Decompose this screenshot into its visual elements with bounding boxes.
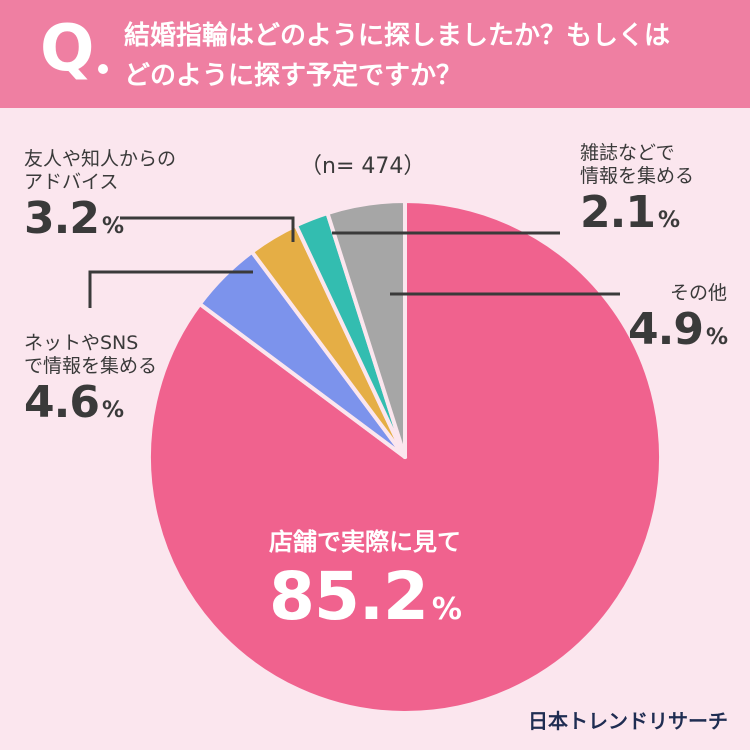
label-other-name: その他 <box>669 282 727 304</box>
label-store: 店舗で実際に見て 85.2% <box>230 522 500 650</box>
percent-sign: % <box>101 398 124 423</box>
label-store-value: 85.2% <box>230 557 500 650</box>
sample-size: （n= 474） <box>300 154 426 179</box>
leader-line-friends <box>120 216 295 242</box>
question-header: Q 結婚指輪はどのように探しましたか？もしくは どのように探す予定ですか？ <box>0 0 750 108</box>
label-magazine: 雑誌などで 情報を集める 2.1% <box>580 142 694 246</box>
q-mark: Q <box>40 12 94 86</box>
label-friends-name-2: アドバイス <box>24 171 119 193</box>
label-net-name-2: で情報を集める <box>24 355 158 377</box>
question-line-1: 結婚指輪はどのように探しましたか？もしくは <box>124 21 671 51</box>
pie-slice-4 <box>325 199 407 459</box>
question-line-2: どのように探す予定ですか？ <box>124 61 463 91</box>
percent-sign: % <box>657 208 680 233</box>
label-store-name: 店舗で実際に見て <box>269 528 461 556</box>
percent-sign: % <box>431 592 462 627</box>
label-friends-name-1: 友人や知人からの <box>24 148 177 170</box>
value-text: 4.9 <box>628 304 704 355</box>
label-magazine-name-1: 雑誌などで <box>580 142 675 164</box>
label-net-name-1: ネットやSNS <box>24 332 139 354</box>
label-other: その他 4.9% <box>628 282 728 363</box>
label-net-value: 4.6% <box>24 378 157 436</box>
brand-logo: 日本トレンドリサーチ <box>528 709 728 733</box>
label-friends-value: 3.2% <box>24 194 176 252</box>
leader-lines <box>88 216 620 308</box>
question-text: 結婚指輪はどのように探しましたか？もしくは どのように探す予定ですか？ <box>124 16 724 96</box>
label-magazine-name-2: 情報を集める <box>580 165 695 187</box>
label-other-value: 4.9% <box>628 304 728 363</box>
value-text: 2.1 <box>580 187 656 238</box>
percent-sign: % <box>705 325 728 350</box>
value-text: 3.2 <box>24 193 100 244</box>
label-magazine-value: 2.1% <box>580 188 694 246</box>
label-friends: 友人や知人からの アドバイス 3.2% <box>24 148 176 252</box>
label-net: ネットやSNS で情報を集める 4.6% <box>24 332 157 436</box>
value-text: 85.2 <box>269 558 429 635</box>
leader-line-net <box>88 270 253 308</box>
pie-slices <box>147 199 663 715</box>
percent-sign: % <box>101 214 124 239</box>
q-dot <box>98 64 108 74</box>
value-text: 4.6 <box>24 377 100 428</box>
